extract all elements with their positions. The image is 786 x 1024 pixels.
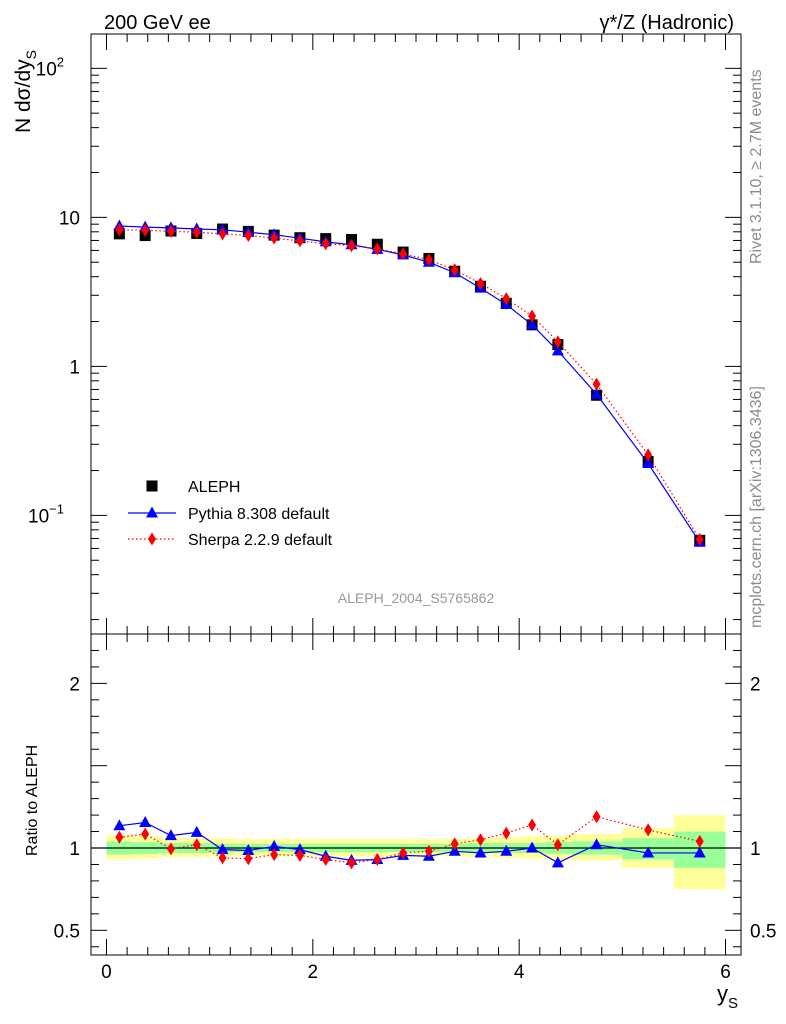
ratio-sherpa-point — [141, 827, 150, 841]
ratio-sherpa-point — [244, 852, 253, 866]
ratio-sherpa-point — [166, 842, 175, 856]
legend-label: ALEPH — [188, 479, 240, 496]
ratio-sherpa-point — [502, 826, 511, 840]
ratio-pythia-point — [113, 819, 126, 831]
pythia-point — [551, 344, 564, 356]
ratio-sherpa-point — [695, 834, 704, 848]
sherpa-point — [347, 239, 356, 253]
sherpa-point — [321, 237, 330, 251]
ratio-pythia-point — [216, 843, 229, 855]
sherpa-point — [270, 231, 279, 245]
ratio-pythia-point — [474, 846, 487, 858]
ratio-ytick-label: 2 — [69, 674, 80, 695]
main-ylabel: N dσ/dyS — [12, 50, 39, 133]
ratio-panel: 0.5 0.5 1 1 2 2 0 2 4 6 — [54, 633, 776, 983]
sherpa-point — [218, 227, 227, 241]
legend-label: Pythia 8.308 default — [188, 506, 330, 523]
ratio-pythia-point — [693, 846, 706, 858]
xtick-label: 2 — [308, 962, 319, 983]
ratio-sherpa-point — [192, 838, 201, 852]
sherpa-point — [373, 242, 382, 256]
sherpa-point — [424, 253, 433, 267]
ratio-pythia-point — [164, 829, 177, 841]
process-label: γ*/Z (Hadronic) — [600, 12, 734, 34]
legend-marker — [146, 480, 158, 492]
pythia-point — [590, 387, 603, 399]
ratio-sherpa-point — [424, 844, 433, 858]
main-ylabel-text: N dσ/dy — [12, 59, 35, 133]
ratio-pythia-point — [590, 838, 603, 850]
ratio-sherpa-point — [399, 846, 408, 860]
sherpa-point — [295, 234, 304, 248]
sherpa-point — [476, 276, 485, 290]
xlabel-sub: S — [728, 995, 738, 1012]
ratio-sherpa-point — [476, 833, 485, 847]
energy-label: 200 GeV ee — [104, 12, 211, 34]
analysis-watermark: ALEPH_2004_S5765862 — [338, 590, 495, 606]
ratio-pythia-point — [293, 843, 306, 855]
rivet-label: Rivet 3.1.10, ≥ 2.7M events — [748, 69, 765, 264]
sherpa-point — [399, 247, 408, 261]
main-ytick-label: 1 — [69, 357, 80, 378]
main-ytick-label: 10−1 — [28, 501, 64, 527]
ratio-sherpa-point — [373, 853, 382, 867]
ratio-pythia-point — [268, 839, 281, 851]
legend-marker — [146, 506, 158, 518]
main-panel: 10−1 1 10 102 — [28, 33, 742, 635]
pythia-point — [642, 456, 655, 468]
xtick-label: 4 — [514, 962, 525, 983]
legend: ALEPH Pythia 8.308 default Sherpa 2.2.9 de… — [128, 479, 333, 549]
sherpa-point — [528, 309, 537, 323]
ratio-sherpa-point — [528, 818, 537, 832]
ratio-pythia-point — [642, 846, 655, 858]
sherpa-point — [644, 448, 653, 462]
sherpa-point — [115, 223, 124, 237]
ratio-pythia-point — [500, 844, 513, 856]
sherpa-point — [695, 532, 704, 546]
ratio-frame — [90, 633, 742, 956]
sherpa-point — [450, 263, 459, 277]
xtick-label: 0 — [101, 962, 112, 983]
ratio-ytick-label-right: 0.5 — [750, 921, 776, 942]
sherpa-point — [141, 223, 150, 237]
ratio-sherpa-point — [218, 851, 227, 865]
ratio-ylabel: Ratio to ALEPH — [24, 745, 41, 856]
ratio-ytick-label: 1 — [69, 839, 80, 860]
sherpa-point — [244, 229, 253, 243]
ratio-sherpa-point — [270, 848, 279, 862]
legend-label: Sherpa 2.2.9 default — [188, 532, 333, 549]
ratio-sherpa-point — [450, 837, 459, 851]
ratio-sherpa-point — [592, 810, 601, 824]
ratio-pythia-point — [139, 815, 152, 827]
sherpa-point — [502, 292, 511, 306]
ratio-sherpa-point — [295, 848, 304, 862]
main-ytick-label: 10 — [59, 208, 80, 229]
mcplots-label: mcplots.cern.ch [arXiv:1306.3436] — [748, 386, 765, 628]
ratio-pythia-point — [526, 841, 539, 853]
ratio-ytick-label: 0.5 — [54, 921, 80, 942]
sherpa-point — [166, 224, 175, 238]
sherpa-point — [592, 377, 601, 391]
ratio-pythia-point — [551, 856, 564, 868]
ratio-pythia-point — [190, 825, 203, 837]
legend-marker — [148, 532, 156, 546]
main-ylabel-sub: S — [23, 50, 39, 59]
ratio-sherpa-point — [644, 823, 653, 837]
ratio-sherpa-point — [115, 830, 124, 844]
ratio-sherpa-point — [321, 853, 330, 867]
ratio-ytick-label-right: 1 — [750, 839, 761, 860]
main-ytick-label: 102 — [36, 54, 64, 80]
ratio-sherpa-point — [347, 856, 356, 870]
ratio-sherpa-point — [553, 838, 562, 852]
ratio-ytick-label-right: 2 — [750, 674, 761, 695]
xlabel-text: y — [717, 981, 728, 1006]
xtick-label: 6 — [720, 962, 731, 983]
ratio-pythia-point — [242, 843, 255, 855]
sherpa-point — [192, 225, 201, 239]
sherpa-point — [553, 335, 562, 349]
xlabel: yS — [717, 981, 738, 1012]
pythia-point — [526, 318, 539, 330]
